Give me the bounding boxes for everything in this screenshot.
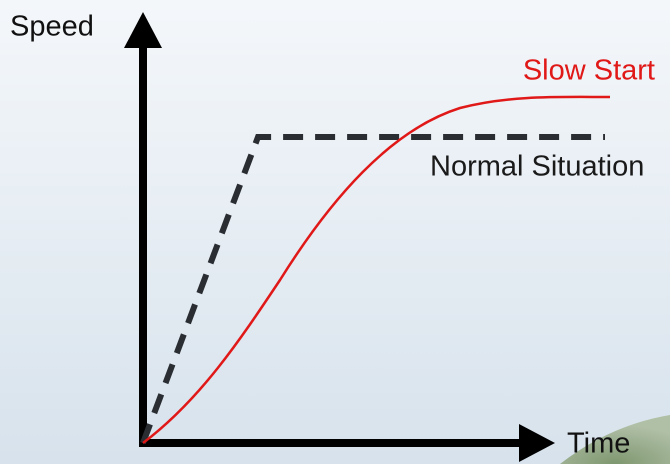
y-axis-label: Speed [10,11,94,43]
x-axis-label: Time [567,428,630,460]
diagram: Speed Time Slow Start Normal Situation [0,0,670,464]
curve-label: Normal Situation [430,151,644,183]
page: Speed Time Slow Start Normal Situation (… [0,0,670,464]
curve-label: Slow Start [523,55,655,87]
